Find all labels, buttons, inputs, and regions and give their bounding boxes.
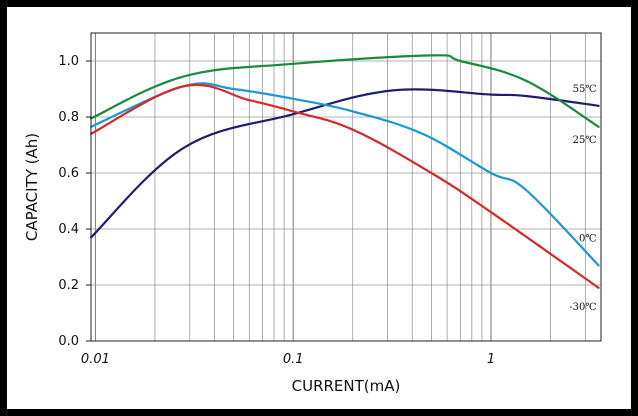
x-tick-label: 0.01	[81, 352, 110, 367]
x-tick-label: 1	[487, 352, 495, 367]
series-labels: 55℃ 25℃ 0℃ -30℃	[569, 84, 596, 313]
series-line-0	[89, 88, 600, 239]
series-line-1	[89, 54, 600, 128]
capacity-vs-current-chart: 0.00.20.40.60.81.00.01 0.1 1 55℃25℃0℃-30℃ …	[23, 32, 602, 395]
y-tick-label: 0.6	[58, 166, 79, 181]
series-label-1: 25℃	[573, 135, 597, 146]
y-tick-label: 0.4	[58, 222, 79, 237]
x-axis-label: CURRENT(mA)	[292, 377, 401, 395]
series-line-2	[89, 82, 600, 267]
chart-frame: 0.0 0.2 0.4 0.6 0.8 1.0 0.01 0.1 1 55℃ 25℃ 0℃ -30℃ …	[7, 7, 631, 409]
plot-border	[90, 32, 602, 342]
y-axis-label: CAPACITY (Ah)	[23, 133, 41, 241]
ticks: 0.0 0.2 0.4 0.6 0.8 1.0 0.01 0.1 1	[58, 54, 495, 367]
x-tick-label: 0.1	[283, 352, 304, 367]
y-tick-label: 0.0	[58, 334, 79, 349]
series-label-0: 55℃	[573, 84, 597, 95]
y-tick-label: 0.8	[58, 110, 79, 125]
series-layer	[89, 54, 600, 289]
y-tick-label: 1.0	[58, 54, 79, 69]
y-tick-label: 0.2	[58, 278, 79, 293]
series-label-3: -30℃	[569, 302, 596, 313]
series-label-2: 0℃	[579, 233, 597, 244]
series-line-3	[89, 83, 600, 289]
